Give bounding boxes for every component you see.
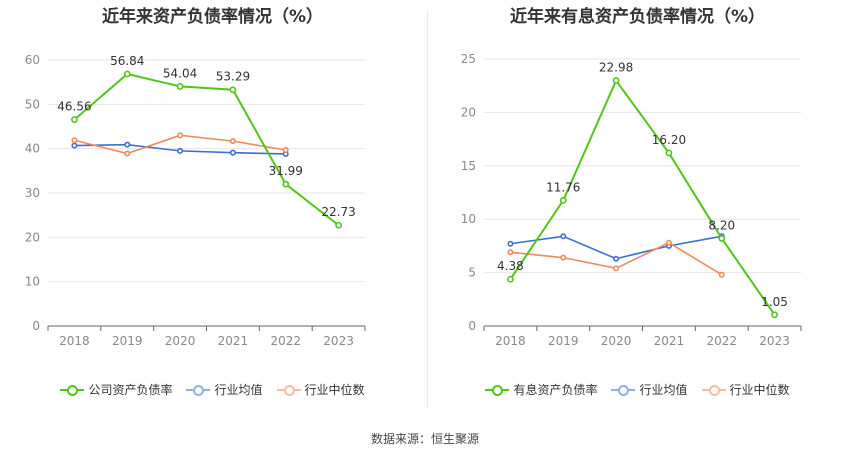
legend-item-primary[interactable]: 公司资产负债率 [60,381,172,398]
data-point [665,149,673,157]
chart-title: 近年来有息资产负债率情况（%） [509,7,766,27]
data-point [335,221,342,229]
data-point [507,275,514,283]
legend-item-industry-average[interactable]: 行业均值 [611,381,688,398]
data-point [71,116,78,123]
data-point [282,146,289,153]
x-tick-label: 2022 [270,334,301,348]
data-point [613,265,620,272]
right-chart-panel: 近年来有息资产负债率情况（%） 0 5 10 15 20 25 2018 2019 2020 20… [425,0,850,420]
legend-item-primary[interactable]: 有息资产负债率 [485,381,597,398]
series-line [509,78,776,316]
data-point [560,233,567,240]
x-tick-label: 2018 [59,334,90,348]
legend-item-industry-average[interactable]: 行业均值 [186,381,263,398]
panel-divider [427,10,428,408]
x-tick-label: 2020 [165,334,196,348]
chart-legend: 有息资产负债率 行业均值 行业中位数 [425,381,850,398]
data-point [559,197,567,204]
data-source-note: 数据来源：恒生聚源 [370,432,479,446]
data-label: 56.84 [110,54,144,68]
chart-legend: 公司资产负债率 行业均值 行业中位数 [0,381,425,398]
data-label: 46.56 [57,100,91,114]
data-point [718,271,725,278]
y-tick-label: 20 [25,230,40,244]
data-label: 8.20 [708,218,735,232]
y-tick-label: 30 [25,186,40,200]
x-tick-label: 2018 [495,334,526,348]
data-point [612,77,620,84]
y-tick-label: 5 [468,266,476,280]
x-tick-label: 2019 [548,334,579,348]
y-tick-label: 50 [25,97,40,111]
data-point [177,132,184,139]
x-tick-label: 2019 [112,334,143,348]
y-tick-label: 0 [468,319,476,333]
legend-label: 行业均值 [214,383,263,397]
data-point [123,70,131,78]
y-tick-label: 40 [25,142,40,156]
data-label: 22.98 [599,61,633,75]
data-label: 1.05 [761,295,788,309]
legend-swatch-icon [611,384,636,396]
y-tick-label: 60 [25,53,40,67]
data-point [229,149,236,156]
y-tick-label: 10 [25,275,40,289]
legend-label: 行业中位数 [729,383,790,397]
legend-swatch-icon [701,384,726,396]
data-point [613,255,620,262]
data-point [665,239,672,246]
data-label: 16.20 [652,133,686,147]
y-tick-label: 20 [461,105,476,119]
x-tick-label: 2022 [706,334,737,348]
data-label: 11.76 [546,180,580,194]
data-label: 22.73 [321,205,355,219]
legend-label: 行业中位数 [304,383,365,397]
series-line [73,72,340,227]
legend-swatch-icon [276,384,301,396]
data-point [282,180,290,188]
y-tick-label: 0 [32,319,40,333]
data-point [229,138,236,145]
data-point [771,311,778,319]
chart-title: 近年来资产负债率情况（%） [101,7,324,27]
x-tick-label: 2020 [601,334,632,348]
legend-swatch-icon [60,384,85,396]
y-tick-label: 15 [461,159,476,173]
x-tick-label: 2023 [759,334,790,348]
data-point [560,254,567,261]
legend-label: 公司资产负债率 [88,383,173,397]
legend-label: 有息资产负债率 [513,383,598,397]
data-point [718,235,726,242]
data-point [71,137,78,144]
data-label: 53.29 [216,70,250,84]
line-chart-svg: 0 10 20 30 40 50 60 2018 2019 2020 2021 2022 2023 46.… [25,53,366,348]
data-label: 31.99 [269,164,303,178]
data-point [124,141,131,148]
data-point [71,142,78,149]
x-tick-label: 2021 [654,334,685,348]
x-tick-label: 2023 [323,334,354,348]
data-point [507,249,514,256]
legend-item-industry-median[interactable]: 行业中位数 [276,381,365,398]
data-label: 4.38 [497,259,524,273]
data-point [177,147,184,154]
legend-swatch-icon [485,384,510,396]
legend-swatch-icon [186,384,211,396]
legend-item-industry-median[interactable]: 行业中位数 [701,381,790,398]
line-chart-svg: 0 5 10 15 20 25 2018 2019 2020 2021 2022 2023 4.38 11… [461,52,802,348]
data-point [176,83,184,90]
data-point [124,150,131,157]
y-tick-label: 25 [461,52,476,66]
legend-label: 行业均值 [639,383,688,397]
data-point [229,86,237,94]
data-label: 54.04 [163,66,197,80]
y-tick-label: 10 [461,212,476,226]
x-tick-label: 2021 [218,334,249,348]
left-chart-panel: 近年来资产负债率情况（%） 0 10 20 30 40 50 60 2018 2019 2020 2… [0,0,425,420]
data-point [507,240,514,247]
